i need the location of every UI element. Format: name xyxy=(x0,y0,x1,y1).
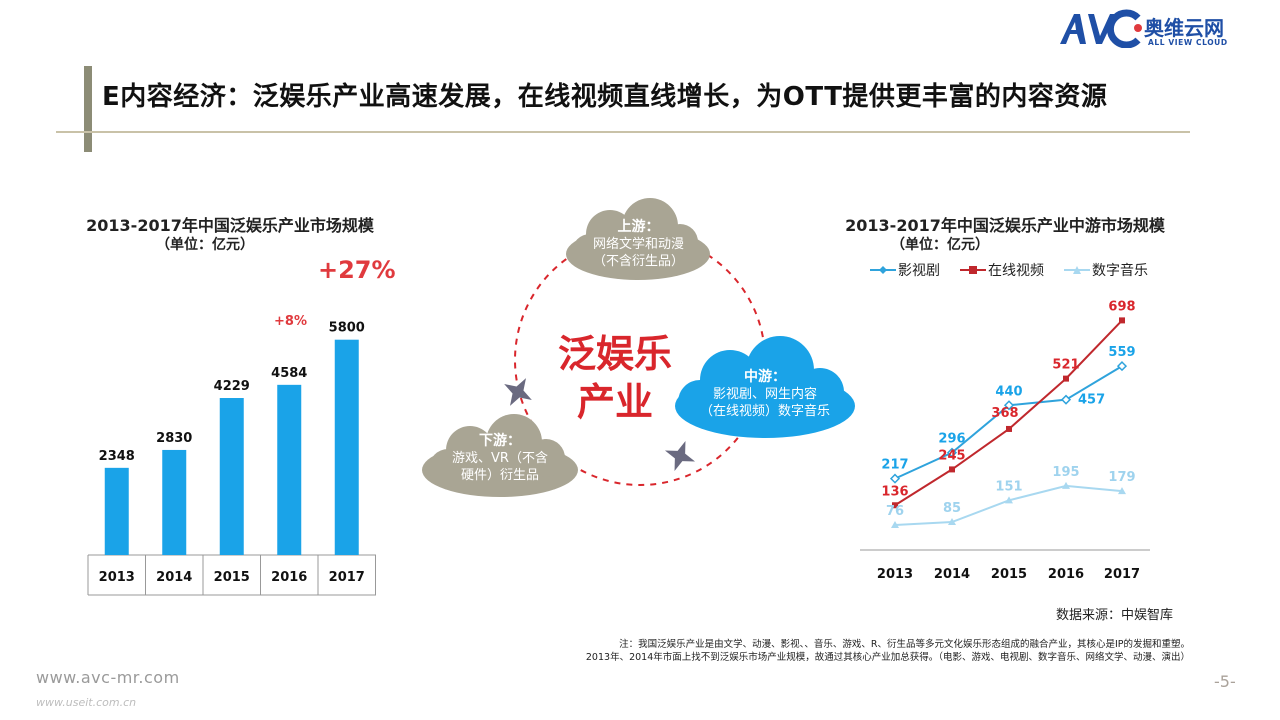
upstream-cloud xyxy=(566,198,710,280)
x-tick-label: 2013 xyxy=(99,570,135,585)
sparkle-icon xyxy=(504,378,532,406)
midstream-line2: （在线视频）数字音乐 xyxy=(699,404,830,419)
data-point xyxy=(1003,400,1015,411)
point-value-label: 559 xyxy=(1108,345,1135,360)
upstream-line1: 网络文学和动漫 xyxy=(592,237,684,252)
upstream-line2: （不含衍生品） xyxy=(592,254,684,269)
bar-2013 xyxy=(104,467,129,555)
point-value-label: 440 xyxy=(995,384,1022,399)
center-label-line2: 产业 xyxy=(576,380,653,424)
title-divider xyxy=(56,131,1190,133)
midstream-label: 中游： 影视剧、网生内容 （在线视频）数字音乐 xyxy=(670,366,860,420)
data-point xyxy=(1006,425,1012,432)
growth-annotation-2017: +27% xyxy=(318,256,396,284)
midstream-cloud xyxy=(675,336,855,438)
data-point xyxy=(1118,487,1126,495)
point-value-label: 698 xyxy=(1108,299,1135,314)
footnote-line2: 2013年、2014年市面上找不到泛娱乐市场产业规模，故通过其核心产业加总获得。… xyxy=(585,652,1190,663)
downstream-cloud xyxy=(422,414,578,497)
bar-value-label: 4229 xyxy=(214,379,250,394)
data-point xyxy=(948,518,956,526)
point-value-label: 296 xyxy=(938,432,965,447)
bar-value-label: 2830 xyxy=(156,431,192,446)
x-tick-label: 2016 xyxy=(1048,567,1084,582)
legend-swatch-tv xyxy=(870,266,896,274)
x-tick-label: 2017 xyxy=(329,570,365,585)
logo-chinese-name: 奥维云网 xyxy=(1144,16,1224,40)
point-value-label: 245 xyxy=(938,448,965,463)
point-value-label: 136 xyxy=(881,484,908,499)
right-chart-title: 2013-2017年中国泛娱乐产业中游市场规模 xyxy=(845,216,1165,235)
bar-2016 xyxy=(277,384,302,555)
bar-2015 xyxy=(219,398,244,555)
left-bar-chart: 2348 2013 2830 2014 4229 2015 4584 2016 5800 2017 xyxy=(87,321,376,596)
upstream-label: 上游： 网络文学和动漫 （不含衍生品） xyxy=(566,216,711,270)
website-link[interactable]: www.avc-mr.com xyxy=(36,668,180,687)
left-chart-subtitle: （单位：亿元） xyxy=(156,237,254,253)
data-point xyxy=(1060,394,1072,405)
center-label-line1: 泛娱乐 xyxy=(557,332,672,376)
data-point xyxy=(1062,481,1070,489)
point-value-label: 217 xyxy=(881,458,908,473)
bar-value-label: 2348 xyxy=(99,449,135,464)
bar-2017 xyxy=(334,339,359,555)
left-chart-title: 2013-2017年中国泛娱乐产业市场规模 xyxy=(86,216,374,235)
x-tick-label: 2015 xyxy=(214,570,250,585)
x-tick-label: 2015 xyxy=(991,567,1027,582)
legend-label-online-video: 在线视频 xyxy=(988,263,1044,279)
midstream-line1: 影视剧、网生内容 xyxy=(712,387,817,402)
legend-label-digital-music: 数字音乐 xyxy=(1092,263,1148,279)
data-point xyxy=(892,502,898,509)
brand-logo: 奥维云网 ALL VIEW CLOUD xyxy=(1058,8,1248,52)
x-tick-label: 2014 xyxy=(934,567,970,582)
point-value-label: 521 xyxy=(1052,358,1079,373)
data-point xyxy=(1063,375,1069,382)
point-value-label: 85 xyxy=(943,501,961,516)
bar-value-label: 4584 xyxy=(271,366,307,381)
logo-english-name: ALL VIEW CLOUD xyxy=(1148,38,1228,47)
data-point xyxy=(1119,317,1125,324)
right-chart-legend: 影视剧 在线视频 数字音乐 xyxy=(870,260,1190,280)
point-value-label: 76 xyxy=(886,504,904,519)
legend-swatch-digital-music xyxy=(1064,266,1090,274)
bar-value-label: 5800 xyxy=(329,321,365,336)
x-tick-label: 2016 xyxy=(271,570,307,585)
legend-label-tv: 影视剧 xyxy=(898,263,940,279)
point-value-label: 151 xyxy=(995,479,1022,494)
x-tick-label: 2014 xyxy=(156,570,192,585)
upstream-head: 上游： xyxy=(617,219,660,235)
midstream-head: 中游： xyxy=(744,369,786,385)
downstream-line1: 游戏、VR（不含 xyxy=(452,451,548,466)
downstream-head: 下游： xyxy=(479,433,521,449)
data-point xyxy=(889,473,901,484)
data-point xyxy=(891,521,899,528)
right-chart-subtitle: （单位：亿元） xyxy=(891,237,989,253)
data-point xyxy=(1005,496,1013,504)
website-watermark: www.useit.com.cn xyxy=(36,696,137,709)
page-title: E内容经济：泛娱乐产业高速发展，在线视频直线增长，为OTT提供更丰富的内容资源 xyxy=(102,82,1108,112)
title-accent-bar xyxy=(84,66,92,152)
point-value-label: 368 xyxy=(991,406,1018,421)
center-label: 泛娱乐 产业 xyxy=(540,330,690,426)
page-number: -5- xyxy=(1214,672,1236,691)
bar-2014 xyxy=(162,449,187,555)
footnote-line1: 注：我国泛娱乐产业是由文学、动漫、影视、、音乐、游戏、R、衍生品等多元文化娱乐形… xyxy=(619,639,1190,650)
legend-swatch-online-video xyxy=(960,266,986,274)
downstream-label: 下游： 游戏、VR（不含 硬件）衍生品 xyxy=(420,430,580,484)
downstream-line2: 硬件）衍生品 xyxy=(460,468,539,483)
data-point xyxy=(949,466,955,473)
sparkle-icon xyxy=(664,440,696,472)
growth-annotation-2016: +8% xyxy=(274,314,307,329)
data-point xyxy=(1116,361,1128,372)
data-source: 数据来源：中娱智库 xyxy=(1056,608,1174,623)
data-point xyxy=(946,447,958,458)
point-value-label: 179 xyxy=(1108,470,1135,485)
point-value-label: 195 xyxy=(1052,465,1079,480)
right-line-chart: 2013 2014 2015 2016 2017 217 296 440 457 559 136 24… xyxy=(860,299,1150,582)
x-tick-label: 2017 xyxy=(1104,567,1140,582)
avc-logo-icon xyxy=(1060,9,1142,49)
series-line-0 xyxy=(894,365,1123,480)
x-tick-label: 2013 xyxy=(877,567,913,582)
point-value-label: 457 xyxy=(1078,393,1105,408)
